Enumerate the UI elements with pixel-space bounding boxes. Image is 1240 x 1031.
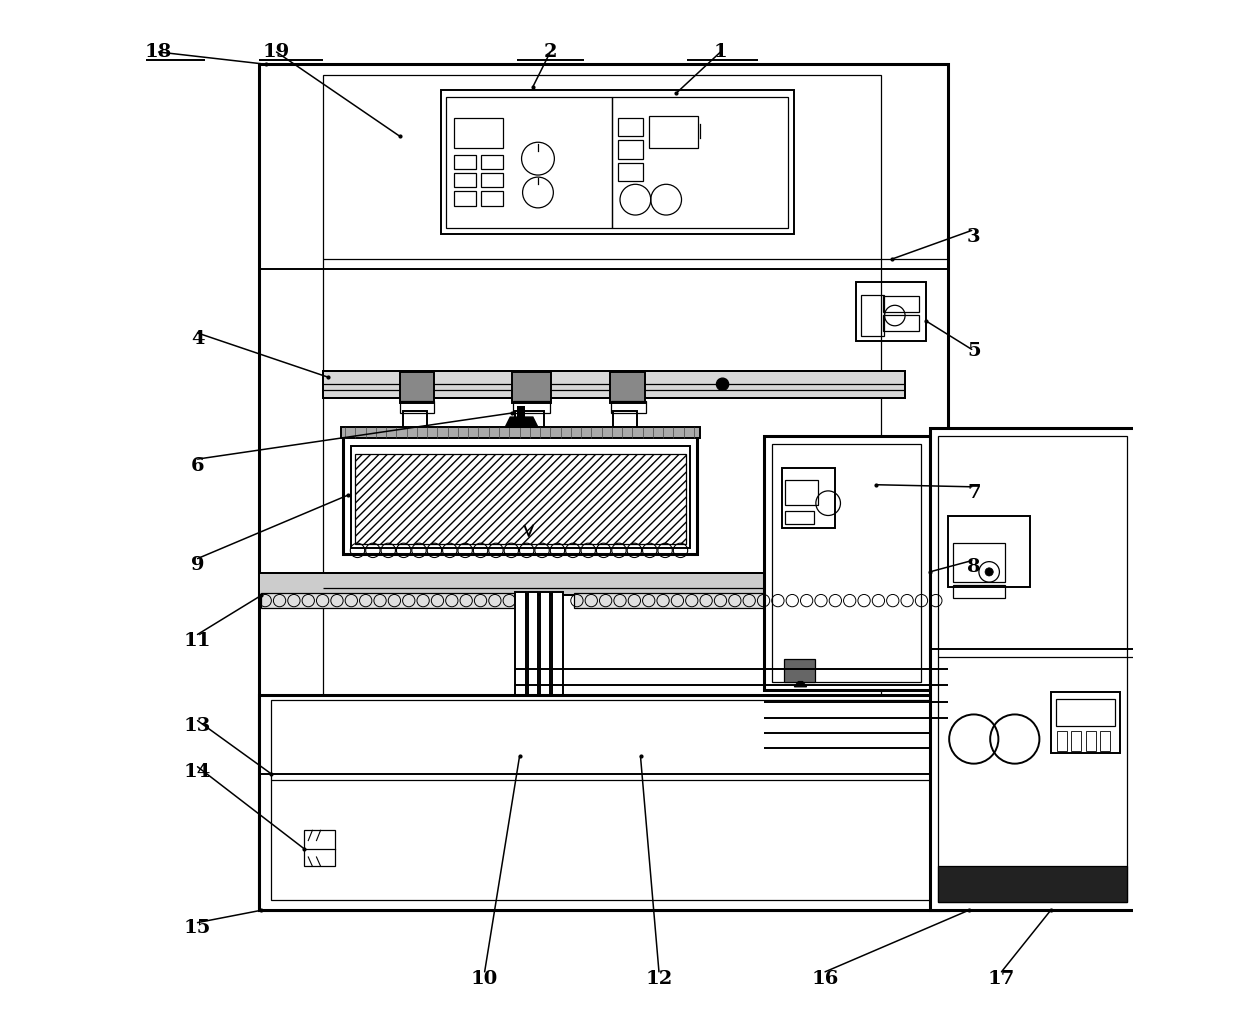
Bar <box>404 451 425 469</box>
Bar <box>259 573 949 596</box>
Bar <box>272 700 936 900</box>
Text: 13: 13 <box>184 717 211 735</box>
Text: 14: 14 <box>184 763 211 780</box>
Bar <box>1085 731 1096 752</box>
Bar <box>615 451 635 469</box>
Bar <box>574 594 945 608</box>
Bar <box>1055 699 1115 726</box>
Bar <box>861 295 884 336</box>
Bar <box>618 140 642 159</box>
Bar <box>1056 731 1068 752</box>
Bar <box>262 594 526 608</box>
Text: 15: 15 <box>184 919 211 937</box>
Bar <box>883 314 919 331</box>
Bar <box>771 443 921 681</box>
Bar <box>522 479 534 505</box>
Bar <box>351 445 689 548</box>
Bar <box>785 479 818 505</box>
Bar <box>259 573 949 596</box>
Bar <box>322 371 905 398</box>
Text: 6: 6 <box>191 458 205 475</box>
Bar <box>517 406 525 419</box>
Bar <box>517 463 542 481</box>
Bar <box>454 192 476 206</box>
Bar <box>611 97 789 229</box>
Bar <box>407 505 423 520</box>
Bar <box>304 830 335 866</box>
Bar <box>937 435 1127 902</box>
Text: 1: 1 <box>713 43 728 61</box>
Bar <box>481 173 503 188</box>
Bar <box>322 371 905 398</box>
Bar <box>1100 731 1110 752</box>
Bar <box>764 435 930 690</box>
Bar <box>454 118 503 148</box>
Bar <box>341 427 701 437</box>
Bar <box>403 411 428 454</box>
Bar <box>513 401 551 413</box>
Bar <box>528 593 538 757</box>
Bar <box>782 468 836 528</box>
Bar <box>356 454 686 544</box>
Bar <box>552 593 563 757</box>
Bar <box>618 163 642 181</box>
Text: 10: 10 <box>471 970 498 988</box>
Bar <box>322 74 882 895</box>
Text: 17: 17 <box>988 970 1016 988</box>
Bar <box>259 695 949 910</box>
Circle shape <box>717 378 729 391</box>
Bar <box>613 411 637 454</box>
Bar <box>1071 731 1081 752</box>
Bar <box>954 586 1004 598</box>
Text: 7: 7 <box>967 484 981 502</box>
Bar <box>399 372 434 403</box>
Text: 5: 5 <box>967 342 981 361</box>
Bar <box>481 192 503 206</box>
Text: 16: 16 <box>811 970 838 988</box>
Bar <box>343 433 697 555</box>
Text: 11: 11 <box>184 632 211 650</box>
Text: 19: 19 <box>263 43 290 61</box>
Text: 9: 9 <box>191 556 205 573</box>
Circle shape <box>985 568 993 576</box>
Bar <box>445 97 611 229</box>
Text: 8: 8 <box>967 558 981 575</box>
Bar <box>481 155 503 169</box>
Bar <box>440 90 795 233</box>
Bar <box>611 401 646 413</box>
Bar <box>785 511 813 524</box>
Bar <box>516 593 526 757</box>
Polygon shape <box>795 681 807 687</box>
Bar <box>539 593 551 757</box>
Bar <box>856 281 925 341</box>
Text: 2: 2 <box>543 43 557 61</box>
Bar <box>618 503 635 518</box>
Bar <box>512 372 552 403</box>
Bar <box>259 64 949 910</box>
Bar <box>883 296 919 312</box>
Bar <box>1050 692 1121 754</box>
Text: 3: 3 <box>967 228 981 245</box>
Bar <box>610 372 645 403</box>
Polygon shape <box>505 418 538 427</box>
Text: 18: 18 <box>145 43 172 61</box>
Bar <box>954 543 1004 583</box>
Bar <box>618 118 642 136</box>
Text: 12: 12 <box>645 970 672 988</box>
Bar <box>949 516 1030 588</box>
Bar <box>454 173 476 188</box>
Bar <box>516 411 544 466</box>
Bar <box>937 866 1127 902</box>
Bar <box>930 428 1135 910</box>
Bar <box>649 115 698 148</box>
Bar <box>784 659 815 681</box>
Bar <box>399 401 434 413</box>
Bar <box>454 155 476 169</box>
Text: 4: 4 <box>191 330 205 348</box>
Bar <box>522 536 536 548</box>
